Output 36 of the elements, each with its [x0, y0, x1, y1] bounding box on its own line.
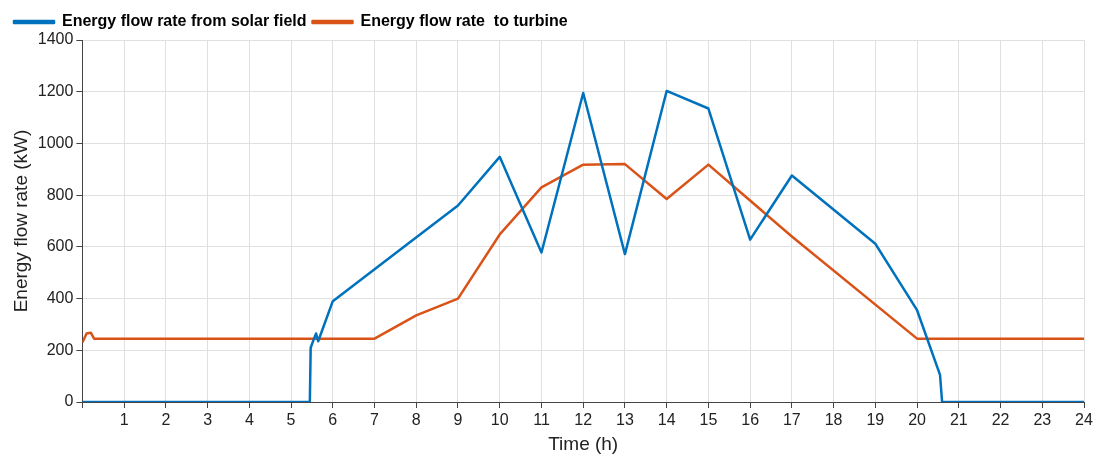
y-tick-label: 600	[46, 237, 74, 255]
legend-label: Energy flow rate to turbine	[360, 12, 568, 30]
y-tick-label: 1000	[37, 133, 74, 151]
x-tick-label: 5	[286, 411, 296, 429]
y-tick-label: 1400	[37, 30, 74, 48]
x-tick-label: 22	[991, 411, 1010, 429]
x-tick-label: 18	[824, 411, 843, 429]
x-tick-label: 6	[328, 411, 338, 429]
x-tick-label: 1	[119, 411, 129, 429]
x-tick-label: 24	[1075, 411, 1093, 429]
x-tick-label: 4	[244, 411, 254, 429]
x-tick-label: 20	[908, 411, 927, 429]
x-tick-label: 8	[411, 411, 421, 429]
y-tick-label: 200	[46, 340, 74, 358]
x-tick-label: 10	[490, 411, 509, 429]
x-tick-label: 2	[161, 411, 171, 429]
x-tick-label: 15	[699, 411, 718, 429]
x-tick-label: 7	[370, 411, 380, 429]
x-tick-label: 16	[741, 411, 760, 429]
x-tick-label: 11	[533, 411, 550, 429]
x-axis-title: Time (h)	[548, 432, 619, 454]
y-tick-label: 400	[46, 288, 74, 306]
x-tick-label: 19	[866, 411, 885, 429]
x-tick-label: 12	[574, 411, 593, 429]
x-tick-label: 23	[1033, 411, 1052, 429]
x-tick-label: 13	[616, 411, 634, 429]
y-axis-title: Energy flow rate (kW)	[9, 129, 31, 313]
legend-label: Energy flow rate from solar field	[62, 12, 307, 30]
x-tick-label: 17	[782, 411, 801, 429]
x-tick-label: 21	[949, 411, 968, 429]
y-tick-label: 800	[46, 185, 74, 203]
x-tick-label: 14	[657, 411, 676, 429]
x-tick-label: 9	[453, 411, 463, 429]
y-tick-label: 1200	[37, 82, 74, 100]
x-tick-label: 3	[203, 411, 213, 429]
y-tick-label: 0	[64, 392, 74, 410]
